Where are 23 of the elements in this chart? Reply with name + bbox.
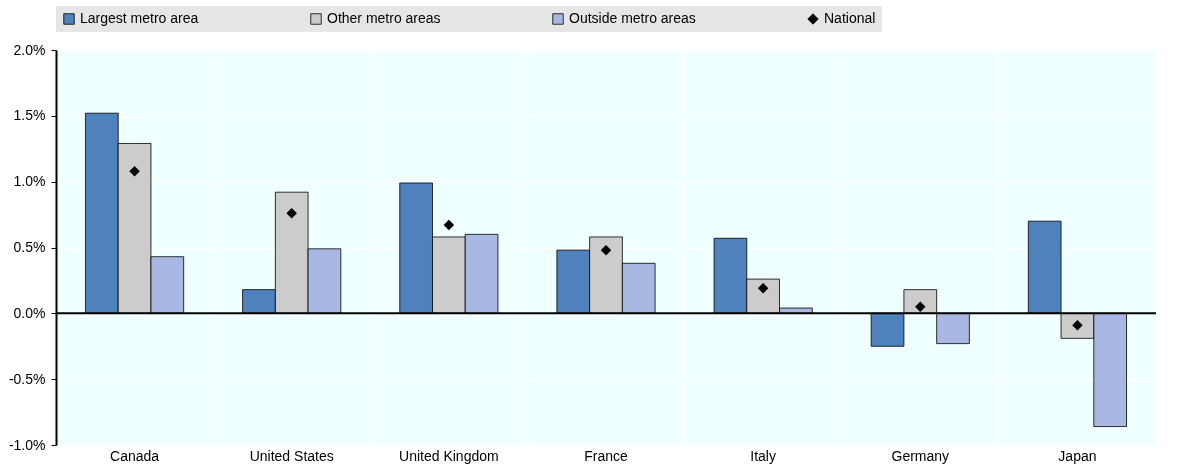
y-tick-label: -1.0% bbox=[8, 436, 46, 453]
y-tick-label: 0.5% bbox=[13, 239, 46, 255]
point bbox=[129, 165, 140, 177]
y-tick-label: 2.0% bbox=[13, 41, 46, 58]
point bbox=[757, 283, 769, 294]
legend-label: Other metro areas bbox=[327, 10, 441, 26]
x-tick-label: France bbox=[584, 447, 628, 464]
x-tick-label: United States bbox=[249, 447, 334, 464]
point bbox=[600, 244, 612, 256]
point bbox=[443, 219, 455, 231]
legend-label: Largest metro area bbox=[80, 10, 199, 26]
y-tick-label: 0.0% bbox=[13, 304, 46, 321]
legend-label: National bbox=[824, 10, 876, 26]
x-tick-label: Germany bbox=[891, 447, 950, 464]
point bbox=[286, 208, 297, 219]
x-tick-label: Canada bbox=[110, 447, 160, 464]
y-tick-label: 1.5% bbox=[13, 107, 46, 124]
y-tick-label: -0.5% bbox=[8, 370, 46, 387]
legend-label: Outside metro areas bbox=[569, 10, 696, 26]
x-tick-label: Japan bbox=[1058, 447, 1097, 464]
x-tick-label: Italy bbox=[750, 447, 776, 464]
y-tick-label: 1.0% bbox=[13, 173, 46, 190]
x-tick-label: United Kingdom bbox=[399, 447, 499, 464]
